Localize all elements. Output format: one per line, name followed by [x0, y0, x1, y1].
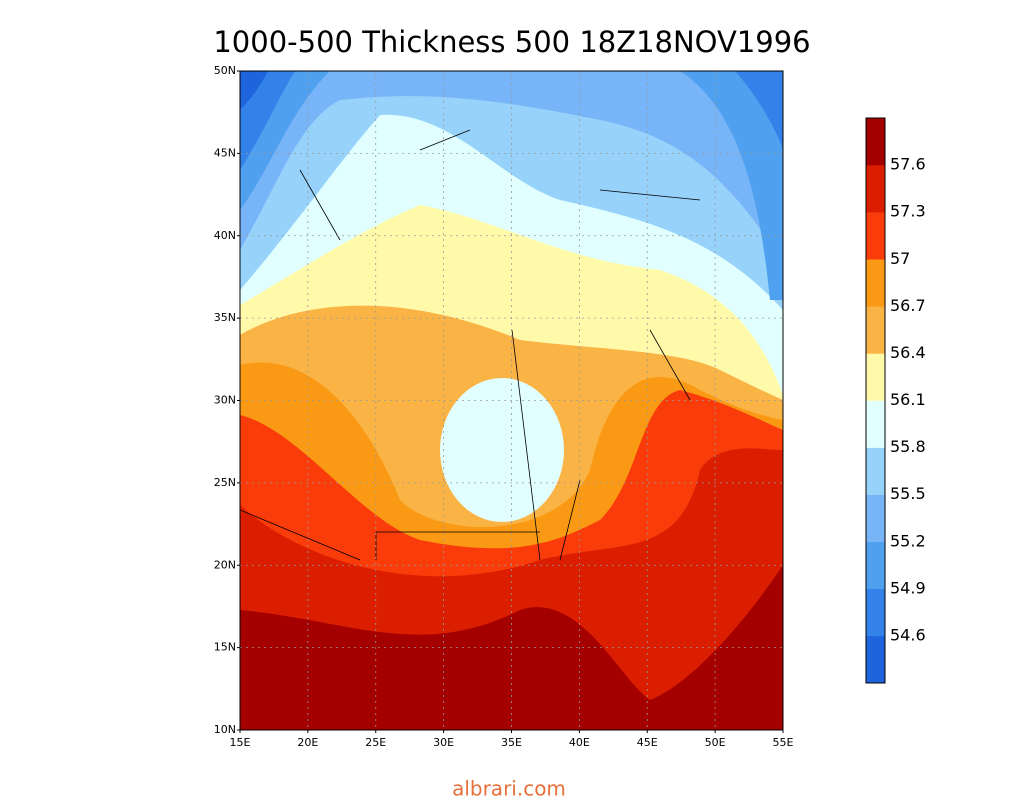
colorbar: 54.6 54.9 55.2 55.5 55.8 56.1 56.4 56.7 57 57.3 57… — [865, 117, 926, 684]
colorbar-swatch — [866, 259, 885, 307]
lon-tick-label: 25E — [365, 736, 386, 749]
lon-tick-label: 35E — [501, 736, 522, 749]
colorbar-label: 56.1 — [890, 390, 926, 409]
lon-tick-label: 40E — [569, 736, 590, 749]
colorbar-label: 55.5 — [890, 484, 926, 503]
lat-tick-label: 25N — [214, 476, 236, 489]
colorbar-label: 55.8 — [890, 437, 926, 456]
colorbar-label: 55.2 — [890, 531, 926, 550]
colorbar-swatch — [866, 353, 885, 401]
lat-tick-label: 45N — [214, 146, 236, 159]
colorbar-label: 57 — [890, 249, 910, 268]
lon-tick-label: 55E — [773, 736, 794, 749]
colorbar-label: 54.9 — [890, 578, 926, 597]
lon-tick-label: 50E — [705, 736, 726, 749]
colorbar-swatch — [866, 588, 885, 637]
colorbar-frame — [865, 117, 886, 684]
colorbar-label: 57.6 — [890, 155, 926, 174]
colorbar-swatch — [866, 306, 885, 354]
lon-tick-label: 15E — [230, 736, 251, 749]
map-frame — [239, 70, 784, 731]
lat-tick-label: 40N — [214, 229, 236, 242]
band — [440, 378, 564, 522]
lat-tick-label: 50N — [214, 64, 236, 77]
colorbar-swatch — [866, 400, 885, 448]
colorbar-swatch — [866, 541, 885, 590]
watermark: albrari.com — [452, 777, 566, 800]
colorbar-swatch — [866, 447, 885, 495]
colorbar-swatch — [866, 118, 885, 166]
colorbar-swatch — [866, 635, 885, 684]
colorbar-label: 56.4 — [890, 343, 926, 362]
colorbar-label: 54.6 — [890, 625, 926, 644]
lat-tick-label: 15N — [214, 641, 236, 654]
colorbar-label: 57.3 — [890, 202, 926, 221]
lat-tick-label: 20N — [214, 558, 236, 571]
lon-tick-label: 45E — [637, 736, 658, 749]
lat-tick-label: 10N — [214, 723, 236, 736]
colorbar-swatch — [866, 165, 885, 213]
colorbar-swatch — [866, 494, 885, 543]
grid: 10N 15N 20N 25N 30N 35N 40N 45N 50N 15E 20E 25E 30E 3… — [214, 64, 794, 749]
map-title: 1000-500 Thickness 500 18Z18NOV1996 — [213, 25, 810, 59]
band — [240, 71, 783, 260]
lat-tick-label: 30N — [214, 394, 236, 407]
colorbar-swatch — [866, 212, 885, 260]
lat-tick-label: 35N — [214, 311, 236, 324]
lon-tick-label: 20E — [297, 736, 318, 749]
band — [240, 71, 268, 110]
colorbar-label: 56.7 — [890, 296, 926, 315]
band — [240, 71, 783, 300]
lon-tick-label: 30E — [433, 736, 454, 749]
